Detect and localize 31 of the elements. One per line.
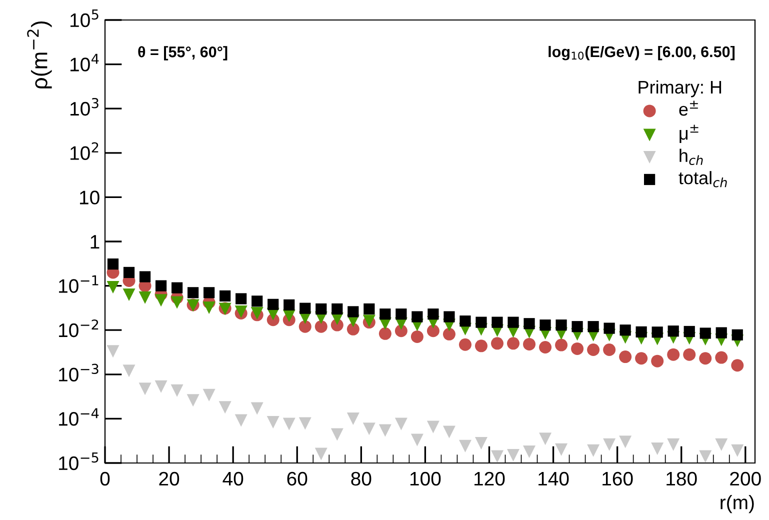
- legend-label: total$_{ch}$: [678, 171, 727, 188]
- y-tick-label: 10: [80, 190, 100, 204]
- y-tick-label: 10$^{−5}$: [59, 452, 98, 470]
- x-tick-label: 20: [159, 472, 180, 486]
- x-tick-label: 40: [222, 472, 244, 486]
- x-tick-label: 60: [287, 472, 308, 486]
- y-tick-label: 10$^{2}$: [70, 142, 98, 160]
- legend-label: h$_{ch}$: [680, 148, 703, 166]
- y-axis-title: ρ(m$^{−2}$): [27, 21, 52, 88]
- legend-title: Primary: H: [638, 80, 722, 98]
- y-tick-label: 10$^{5}$: [70, 10, 98, 28]
- y-tick-label: 10$^{−4}$: [59, 408, 99, 426]
- x-tick-label: 100: [410, 472, 441, 486]
- y-tick-label: 10$^{−3}$: [59, 364, 98, 382]
- annotation: θ = [55°, 60°]: [138, 46, 228, 60]
- y-tick-label: 10$^{3}$: [70, 98, 98, 116]
- x-tick-label: 120: [474, 472, 505, 486]
- x-axis-title: r(m): [720, 495, 754, 514]
- y-tick-label: 10$^{4}$: [70, 54, 99, 72]
- x-tick-label: 80: [351, 472, 372, 486]
- x-tick-label: 180: [666, 472, 697, 486]
- x-tick-label: 160: [602, 472, 633, 486]
- y-tick-label: 10$^{−2}$: [59, 319, 98, 338]
- y-tick-label: 10$^{−1}$: [59, 275, 98, 293]
- y-tick-label: 1: [90, 235, 100, 249]
- legend-label: μ$^{±}$: [680, 124, 698, 144]
- x-tick-label: 200: [730, 472, 761, 486]
- legend-label: e$^{±}$: [679, 100, 698, 116]
- x-tick-label: 0: [100, 472, 110, 486]
- x-tick-label: 140: [538, 472, 569, 486]
- annotation: log$_{10}$(E/GeV) = [6.00, 6.50]: [548, 46, 735, 60]
